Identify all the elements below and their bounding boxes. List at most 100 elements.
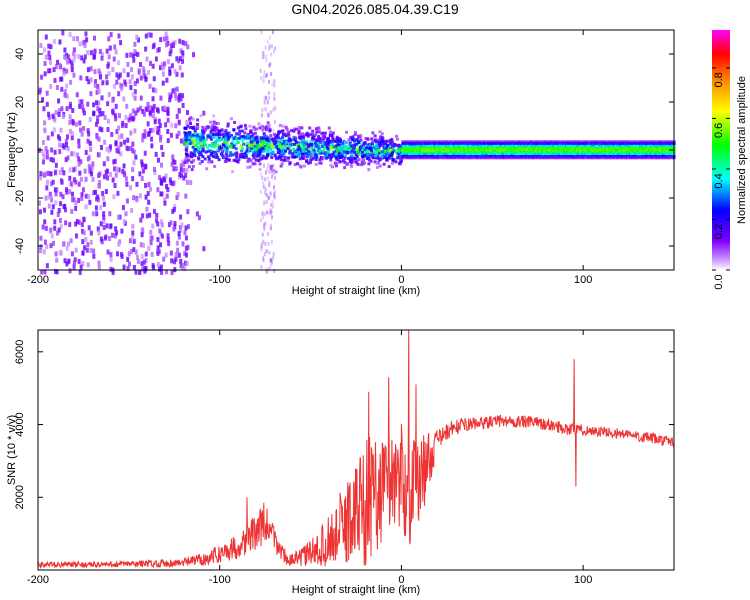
heatmap-cell <box>97 89 101 95</box>
heatmap-cell <box>532 156 534 158</box>
heatmap-cell <box>592 153 594 155</box>
heatmap-cell <box>52 67 56 73</box>
heatmap-cell <box>477 140 480 142</box>
heatmap-cell <box>427 154 430 157</box>
heatmap-cell <box>267 137 271 141</box>
heatmap-cell <box>597 157 600 160</box>
heatmap-cell <box>270 52 273 57</box>
heatmap-cell <box>590 150 592 153</box>
heatmap-cell <box>126 266 130 272</box>
heatmap-cell <box>411 144 413 147</box>
heatmap-cell <box>263 177 266 182</box>
heatmap-cell <box>349 162 353 166</box>
heatmap-cell <box>523 154 526 157</box>
heatmap-cell <box>570 140 573 142</box>
heatmap-cell <box>499 143 502 145</box>
heatmap-cell <box>567 143 569 145</box>
heatmap-cell <box>190 160 194 164</box>
heatmap-cell <box>534 143 537 145</box>
heatmap-cell <box>586 144 589 147</box>
heatmap-cell <box>80 192 84 198</box>
heatmap-cell <box>335 161 339 165</box>
heatmap-cell <box>523 157 526 160</box>
heatmap-cell <box>142 259 146 265</box>
heatmap-cell <box>263 95 266 100</box>
heatmap-cell <box>309 158 313 162</box>
heatmap-cell <box>169 48 173 54</box>
heatmap-cell <box>459 154 461 157</box>
heatmap-cell <box>94 121 98 127</box>
heatmap-cell <box>198 151 202 155</box>
heatmap-cell <box>92 190 96 196</box>
heatmap-cell <box>129 145 133 151</box>
heatmap-cell <box>86 50 90 56</box>
heatmap-cell <box>445 154 447 157</box>
heatmap-cell <box>450 147 453 150</box>
heatmap-cell <box>272 251 275 256</box>
heatmap-cell <box>469 149 471 151</box>
heatmap-cell <box>267 124 271 128</box>
heatmap-cell <box>593 151 595 154</box>
heatmap-cell <box>411 156 413 158</box>
heatmap-cell <box>188 117 192 121</box>
heatmap-cell <box>611 156 614 158</box>
heatmap-cell <box>413 149 416 151</box>
heatmap-cell <box>368 146 372 150</box>
heatmap-cell <box>269 258 272 263</box>
heatmap-cell <box>173 68 177 74</box>
heatmap-cell <box>424 153 426 155</box>
heatmap-cell <box>428 151 431 154</box>
heatmap-cell <box>168 177 172 183</box>
heatmap-cell <box>371 152 375 156</box>
heatmap-cell <box>135 181 139 187</box>
heatmap-cell <box>260 242 263 247</box>
heatmap-cell <box>62 204 66 210</box>
heatmap-cell <box>454 151 457 154</box>
heatmap-cell <box>55 85 59 91</box>
heatmap-cell <box>97 265 101 271</box>
heatmap-cell <box>493 153 495 155</box>
heatmap-cell <box>563 147 566 150</box>
heatmap-cell <box>590 146 592 148</box>
heatmap-cell <box>409 149 411 151</box>
heatmap-cell <box>587 140 590 142</box>
heatmap-cell <box>585 154 588 157</box>
heatmap-cell <box>451 143 454 145</box>
heatmap-cell <box>538 151 541 154</box>
heatmap-cell <box>572 153 575 155</box>
heatmap-cell <box>160 62 164 68</box>
heatmap-cell <box>102 224 106 230</box>
heatmap-cell <box>466 150 469 153</box>
heatmap-cell <box>546 147 549 150</box>
heatmap-cell <box>457 143 459 145</box>
heatmap-cell <box>451 153 454 155</box>
heatmap-cell <box>539 149 542 151</box>
heatmap-cell <box>38 209 42 215</box>
heatmap-cell <box>539 154 542 157</box>
heatmap-cell <box>56 134 60 140</box>
heatmap-cell <box>507 153 509 155</box>
heatmap-cell <box>494 140 496 142</box>
heatmap-cell <box>499 141 502 144</box>
heatmap-cell <box>438 149 441 151</box>
heatmap-cell <box>502 141 505 144</box>
heatmap-cell <box>467 147 470 150</box>
heatmap-cell <box>580 146 582 148</box>
heatmap-cell <box>234 142 238 146</box>
heatmap-cell <box>113 158 117 164</box>
heatmap-cell <box>178 56 182 62</box>
heatmap-cell <box>462 143 465 145</box>
heatmap-cell <box>572 150 575 153</box>
heatmap-cell <box>435 140 437 142</box>
heatmap-cell <box>186 141 190 145</box>
heatmap-cell <box>264 187 267 192</box>
heatmap-cell <box>280 153 284 157</box>
heatmap-cell <box>548 153 551 155</box>
heatmap-cell <box>93 69 97 75</box>
heatmap-cell <box>474 146 477 148</box>
heatmap-cell <box>243 151 247 155</box>
heatmap-cell <box>557 153 559 155</box>
heatmap-cell <box>593 156 595 158</box>
heatmap-cell <box>570 146 573 148</box>
heatmap-cell <box>540 154 543 157</box>
